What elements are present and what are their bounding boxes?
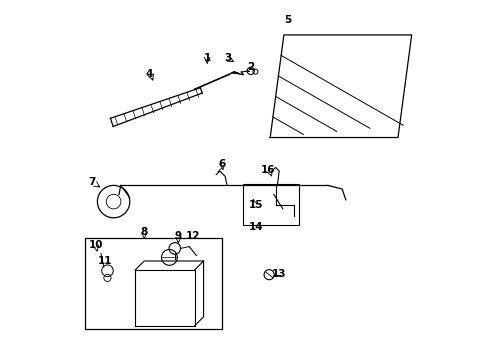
Text: 9: 9 [175,231,182,241]
Text: 8: 8 [141,227,148,237]
Bar [85,238,221,329]
Bar [243,184,299,225]
Text: 4: 4 [146,69,153,79]
Text: 1: 1 [203,53,211,63]
Text: 12: 12 [186,231,200,241]
Text: 6: 6 [218,159,225,169]
Text: 13: 13 [272,269,287,279]
Text: 14: 14 [248,222,263,232]
Text: 3: 3 [224,53,231,63]
Text: 5: 5 [284,15,291,25]
Text: 2: 2 [247,62,254,72]
Text: 16: 16 [261,165,276,175]
Text: 10: 10 [88,240,103,250]
Text: 11: 11 [98,256,112,266]
Text: 7: 7 [88,177,96,187]
Text: 15: 15 [248,200,263,210]
